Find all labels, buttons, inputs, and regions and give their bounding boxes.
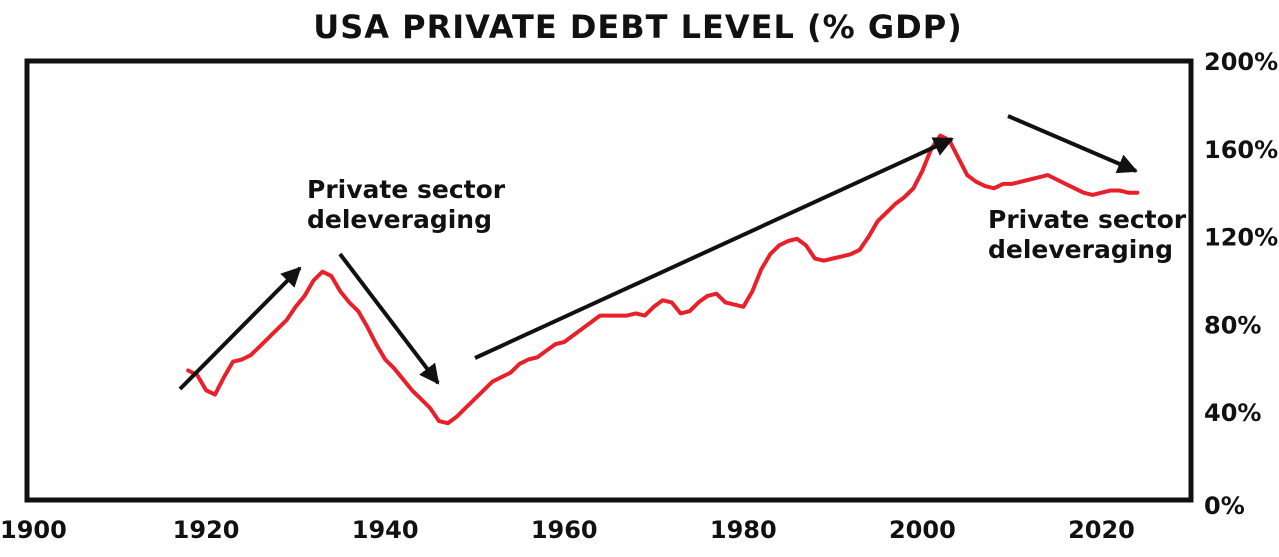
y-tick-label: 160% <box>1204 136 1278 164</box>
y-axis-ticks: 0% 40% 80% 120% 160% 200% <box>1204 48 1278 520</box>
trend-arrow-down-1930s <box>338 252 440 385</box>
trend-arrow-up-1920s <box>178 266 302 391</box>
x-tick-label: 1960 <box>531 516 598 544</box>
annotation-right: Private sector deleveraging <box>988 205 1195 264</box>
x-tick-label: 1980 <box>710 516 777 544</box>
trend-arrows <box>178 114 1138 391</box>
annotation-left-line-2: deleveraging <box>307 205 492 234</box>
x-tick-label: 1920 <box>173 516 240 544</box>
trend-arrow-up-postwar <box>474 137 954 360</box>
x-axis-ticks: 1900 1920 1940 1960 1980 2000 2020 <box>0 516 1135 544</box>
y-tick-label: 80% <box>1204 311 1261 339</box>
chart-title: USA PRIVATE DEBT LEVEL (% GDP) <box>313 8 963 46</box>
annotation-right-line-2: deleveraging <box>988 235 1173 264</box>
y-tick-label: 200% <box>1204 48 1278 76</box>
y-tick-label: 0% <box>1204 492 1245 520</box>
x-tick-label: 2000 <box>889 516 956 544</box>
y-tick-label: 40% <box>1204 399 1261 427</box>
x-tick-label: 2020 <box>1068 516 1135 544</box>
debt-series-line <box>186 133 1140 426</box>
trend-arrow-down-2010s <box>1007 114 1138 174</box>
plot-frame <box>24 58 1194 503</box>
annotation-left: Private sector deleveraging <box>307 175 514 234</box>
annotation-left-line-1: Private sector <box>307 175 506 204</box>
y-tick-label: 120% <box>1204 224 1278 252</box>
annotation-right-line-1: Private sector <box>988 205 1187 234</box>
x-tick-label: 1940 <box>352 516 419 544</box>
x-tick-label: 1900 <box>0 516 67 544</box>
